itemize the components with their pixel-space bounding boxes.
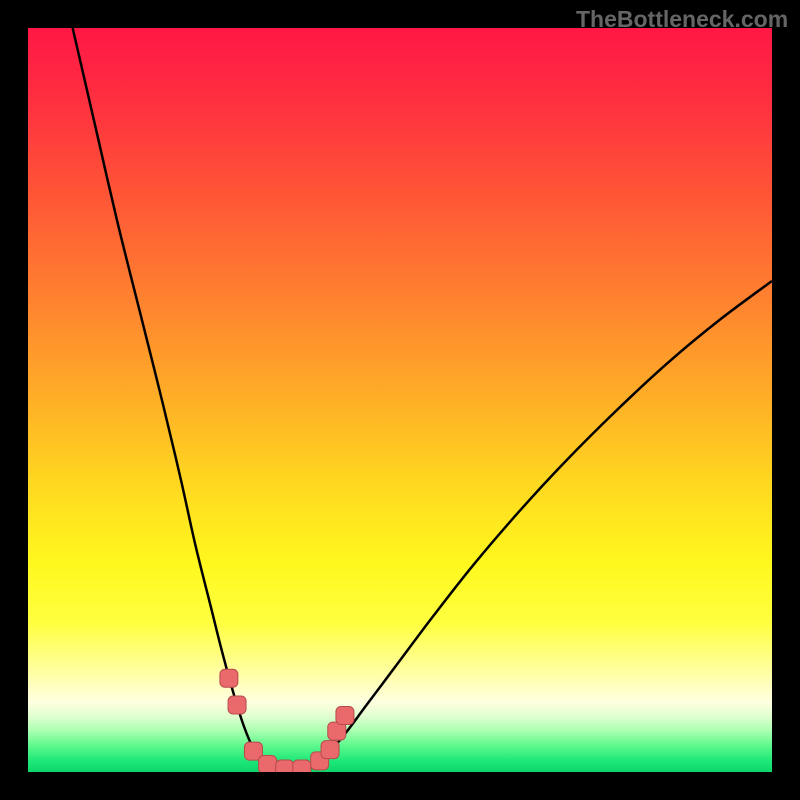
watermark-text: TheBottleneck.com (576, 6, 788, 33)
plot-area (28, 28, 772, 772)
gradient-background (28, 28, 772, 772)
